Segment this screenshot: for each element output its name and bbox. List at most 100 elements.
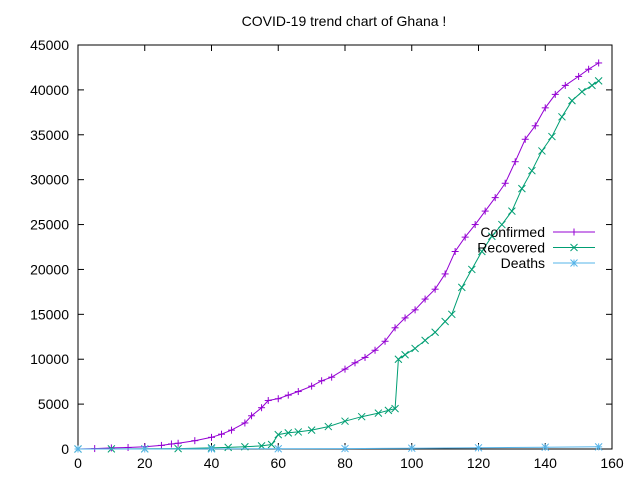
data-point-confirmed bbox=[411, 306, 419, 314]
series-deaths bbox=[74, 442, 603, 453]
data-point-deaths bbox=[74, 445, 82, 453]
data-point-recovered bbox=[391, 404, 399, 413]
data-point-recovered bbox=[224, 443, 233, 452]
data-point-confirmed bbox=[371, 346, 379, 354]
data-point-confirmed bbox=[441, 270, 449, 278]
data-point-confirmed bbox=[294, 388, 302, 396]
x-tick-label: 20 bbox=[137, 455, 153, 471]
data-point-recovered bbox=[324, 422, 333, 431]
data-point-recovered bbox=[558, 112, 566, 121]
data-point-confirmed bbox=[284, 391, 292, 399]
data-point-recovered bbox=[467, 265, 476, 274]
data-point-recovered bbox=[538, 147, 546, 155]
data-point-recovered bbox=[447, 310, 456, 319]
data-point-confirmed bbox=[585, 65, 593, 73]
data-point-confirmed bbox=[341, 365, 349, 373]
y-tick-label: 15000 bbox=[30, 306, 69, 322]
y-tick-label: 20000 bbox=[30, 261, 69, 277]
data-point-recovered bbox=[294, 428, 303, 436]
x-tick-label: 0 bbox=[74, 455, 82, 471]
legend-marker-recovered bbox=[570, 243, 578, 252]
data-point-confirmed bbox=[381, 337, 389, 345]
data-point-deaths bbox=[594, 442, 603, 451]
data-point-recovered bbox=[594, 77, 603, 85]
data-point-confirmed bbox=[208, 433, 215, 441]
data-point-confirmed bbox=[157, 441, 165, 449]
data-point-confirmed bbox=[107, 444, 115, 452]
y-tick-label: 10000 bbox=[30, 351, 69, 367]
data-point-confirmed bbox=[191, 437, 199, 445]
data-point-confirmed bbox=[264, 397, 272, 405]
data-point-confirmed bbox=[361, 353, 369, 361]
data-point-confirmed bbox=[471, 221, 479, 229]
data-point-confirmed bbox=[274, 395, 282, 403]
legend-label-recovered: Recovered bbox=[477, 240, 545, 256]
x-tick-label: 100 bbox=[400, 455, 424, 471]
data-point-confirmed bbox=[258, 404, 266, 412]
data-point-recovered bbox=[401, 350, 409, 359]
chart-title: COVID-19 trend chart of Ghana ! bbox=[242, 13, 447, 29]
data-point-confirmed bbox=[551, 90, 559, 98]
legend-marker-confirmed bbox=[570, 228, 578, 236]
data-point-confirmed bbox=[461, 233, 469, 241]
data-point-confirmed bbox=[351, 359, 359, 367]
data-point-deaths bbox=[140, 445, 149, 453]
data-point-confirmed bbox=[481, 207, 489, 215]
y-tick-label: 5000 bbox=[38, 396, 69, 412]
data-point-confirmed bbox=[391, 324, 399, 332]
data-point-recovered bbox=[394, 355, 403, 364]
data-point-confirmed bbox=[167, 440, 175, 448]
data-point-deaths bbox=[274, 444, 283, 453]
x-tick-label: 140 bbox=[534, 455, 558, 471]
y-tick-label: 25000 bbox=[30, 217, 69, 233]
series-layer bbox=[74, 59, 603, 453]
y-tick-label: 30000 bbox=[30, 172, 69, 188]
data-point-recovered bbox=[498, 220, 506, 229]
data-point-confirmed bbox=[531, 122, 539, 130]
data-point-confirmed bbox=[218, 430, 226, 438]
data-point-confirmed bbox=[501, 179, 509, 187]
data-point-recovered bbox=[411, 344, 419, 353]
data-point-confirmed bbox=[241, 419, 249, 427]
data-point-recovered bbox=[588, 81, 596, 90]
data-point-confirmed bbox=[318, 377, 326, 385]
y-tick-label: 35000 bbox=[30, 127, 69, 143]
legend-marker-deaths bbox=[570, 259, 578, 267]
data-point-confirmed bbox=[308, 382, 316, 390]
data-point-recovered bbox=[274, 430, 283, 439]
data-point-recovered bbox=[357, 412, 366, 421]
data-point-recovered bbox=[284, 428, 293, 437]
data-point-confirmed bbox=[451, 247, 459, 255]
data-point-confirmed bbox=[521, 135, 529, 143]
data-point-deaths bbox=[407, 444, 416, 453]
y-tick-label: 45000 bbox=[30, 37, 69, 53]
data-point-confirmed bbox=[421, 295, 429, 303]
data-point-confirmed bbox=[491, 194, 499, 202]
data-point-recovered bbox=[578, 87, 586, 96]
y-tick-label: 0 bbox=[61, 441, 69, 457]
axes: 0 20 40 60 80 100 120 140 160 0 5000 10000 15000 2000… bbox=[30, 37, 624, 471]
data-point-recovered bbox=[257, 442, 266, 450]
data-point-deaths bbox=[474, 443, 483, 452]
data-point-recovered bbox=[518, 184, 526, 193]
x-tick-label: 160 bbox=[600, 455, 624, 471]
x-tick-label: 80 bbox=[337, 455, 353, 471]
data-point-confirmed bbox=[124, 443, 132, 451]
data-point-recovered bbox=[528, 166, 536, 175]
data-point-recovered bbox=[487, 232, 496, 241]
x-tick-label: 60 bbox=[270, 455, 286, 471]
data-point-confirmed bbox=[174, 439, 182, 447]
legend-label-deaths: Deaths bbox=[501, 255, 545, 271]
data-point-deaths bbox=[541, 443, 550, 452]
x-tick-label: 120 bbox=[467, 455, 491, 471]
data-point-recovered bbox=[568, 96, 576, 105]
data-point-confirmed bbox=[248, 412, 256, 420]
data-point-recovered bbox=[421, 336, 429, 345]
data-point-recovered bbox=[341, 417, 349, 426]
data-point-confirmed bbox=[575, 72, 583, 80]
y-tick-label: 40000 bbox=[30, 82, 69, 98]
data-point-recovered bbox=[477, 247, 486, 256]
data-point-confirmed bbox=[328, 373, 336, 381]
